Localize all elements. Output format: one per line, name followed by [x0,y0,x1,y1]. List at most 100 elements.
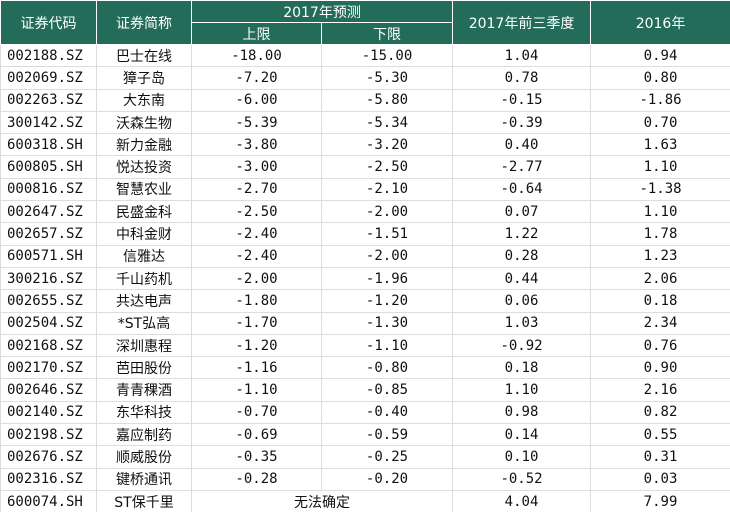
table-cell: -0.25 [320,445,454,469]
table-cell: -0.80 [320,356,454,380]
table-cell: 002504.SZ [0,311,97,335]
table-cell: -0.40 [320,400,454,425]
table-cell: -5.30 [320,66,454,90]
table-cell: -1.10 [320,333,454,358]
table-cell: -2.50 [320,155,454,179]
table-cell: 002263.SZ [0,88,97,112]
table-cell: 0.18 [452,356,592,380]
table-cell: 002647.SZ [0,200,97,224]
table-cell: 2.34 [590,311,730,335]
table-cell: 1.63 [590,133,730,157]
table-cell: 300216.SZ [0,266,97,291]
header-cell: 2017年预测 [190,0,454,23]
table-cell: 1.03 [452,311,592,335]
table-cell: 0.14 [452,423,592,447]
table-cell: 000816.SZ [0,177,97,202]
table-row: 002263.SZ 大东南 -6.00 -5.80 -0.15 -1.86 [0,88,730,112]
table-cell: -0.69 [191,423,322,447]
table-row: 300142.SZ 沃森生物 -5.39 -5.34 -0.39 0.70 [0,110,730,135]
table-cell: 0.18 [590,289,730,313]
table-cell: 0.78 [452,66,592,90]
table-row: 002168.SZ 深圳惠程 -1.20 -1.10 -0.92 0.76 [0,333,730,358]
table-cell: 0.28 [452,244,592,268]
table-cell: 002188.SZ [0,43,97,68]
table-cell: -2.40 [191,222,322,246]
table-row: 600318.SH 新力金融 -3.80 -3.20 0.40 1.63 [0,133,730,157]
table-cell: 民盛金科 [96,200,192,224]
table-cell: -1.86 [590,88,730,112]
table-cell: 2.16 [590,378,730,402]
table-row: 002657.SZ 中科金财 -2.40 -1.51 1.22 1.78 [0,222,730,246]
table-cell: 002646.SZ [0,378,97,402]
table-cell: 1.10 [590,200,730,224]
table-cell: 002655.SZ [0,289,97,313]
table-cell: 1.04 [452,43,592,68]
table-cell: -0.92 [452,333,592,358]
table-cell: 键桥通讯 [96,467,192,491]
table-row: 600571.SH 信雅达 -2.40 -2.00 0.28 1.23 [0,244,730,268]
table-cell: 600571.SH [0,244,97,268]
table-cell: -5.39 [191,110,322,135]
table-cell: -2.10 [320,177,454,202]
table-cell: 1.23 [590,244,730,268]
table-row: 002069.SZ 獐子岛 -7.20 -5.30 0.78 0.80 [0,66,730,90]
table-cell: 大东南 [96,88,192,112]
table-cell: 0.44 [452,266,592,291]
table-cell: -0.52 [452,467,592,491]
table-cell: -0.35 [191,445,322,469]
table-cell: -1.70 [191,311,322,335]
table-cell: 1.10 [452,378,592,402]
table-row: 002655.SZ 共达电声 -1.80 -1.20 0.06 0.18 [0,289,730,313]
header-cell: 上限 [191,22,322,45]
header-cell: 证券代码 [0,0,97,45]
table-cell: 1.10 [590,155,730,179]
header-cell: 2016年 [590,0,730,45]
table-cell: -1.96 [320,266,454,291]
table-cell: -18.00 [191,43,322,68]
table-cell: 獐子岛 [96,66,192,90]
table-cell: -1.20 [191,333,322,358]
table-cell: -2.70 [191,177,322,202]
table-cell: 智慧农业 [96,177,192,202]
table-cell: -1.51 [320,222,454,246]
table-cell: 深圳惠程 [96,333,192,358]
table-cell: 0.70 [590,110,730,135]
table-cell: 002676.SZ [0,445,97,469]
table-cell: -3.00 [191,155,322,179]
table-cell: -3.20 [320,133,454,157]
table-row: 002676.SZ 顺威股份 -0.35 -0.25 0.10 0.31 [0,445,730,469]
header-row: 证券代码 证券简称 2017年预测 2017年前三季度 2016年 [0,0,730,45]
table-cell: 300142.SZ [0,110,97,135]
table-cell: 0.80 [590,66,730,90]
table-cell: 中科金财 [96,222,192,246]
table-row: 300216.SZ 千山药机 -2.00 -1.96 0.44 2.06 [0,266,730,291]
table-row: 002316.SZ 键桥通讯 -0.28 -0.20 -0.52 0.03 [0,467,730,491]
table-cell: 沃森生物 [96,110,192,135]
table-cell: 600074.SH [0,489,97,512]
table-cell: 002140.SZ [0,400,97,425]
table-cell: -5.34 [320,110,454,135]
table-cell: -2.50 [191,200,322,224]
table-cell: 2.06 [590,266,730,291]
table-cell: -0.28 [191,467,322,491]
table-cell: ST保千里 [96,489,192,512]
table-cell: -1.20 [320,289,454,313]
table-row: 000816.SZ 智慧农业 -2.70 -2.10 -0.64 -1.38 [0,177,730,202]
table-cell: 0.40 [452,133,592,157]
table-cell: 嘉应制药 [96,423,192,447]
table-cell: 共达电声 [96,289,192,313]
table-cell: 1.78 [590,222,730,246]
table-cell: 600318.SH [0,133,97,157]
table-row: 002188.SZ 巴士在线 -18.00 -15.00 1.04 0.94 [0,43,730,68]
table-cell: -3.80 [191,133,322,157]
table-row: 600805.SH 悦达投资 -3.00 -2.50 -2.77 1.10 [0,155,730,179]
table-cell: -7.20 [191,66,322,90]
table-row: 002140.SZ 东华科技 -0.70 -0.40 0.98 0.82 [0,400,730,425]
table-row: 002647.SZ 民盛金科 -2.50 -2.00 0.07 1.10 [0,200,730,224]
table-cell: -0.85 [320,378,454,402]
table-cell: 0.31 [590,445,730,469]
table-row: 002198.SZ 嘉应制药 -0.69 -0.59 0.14 0.55 [0,423,730,447]
table-cell: 巴士在线 [96,43,192,68]
